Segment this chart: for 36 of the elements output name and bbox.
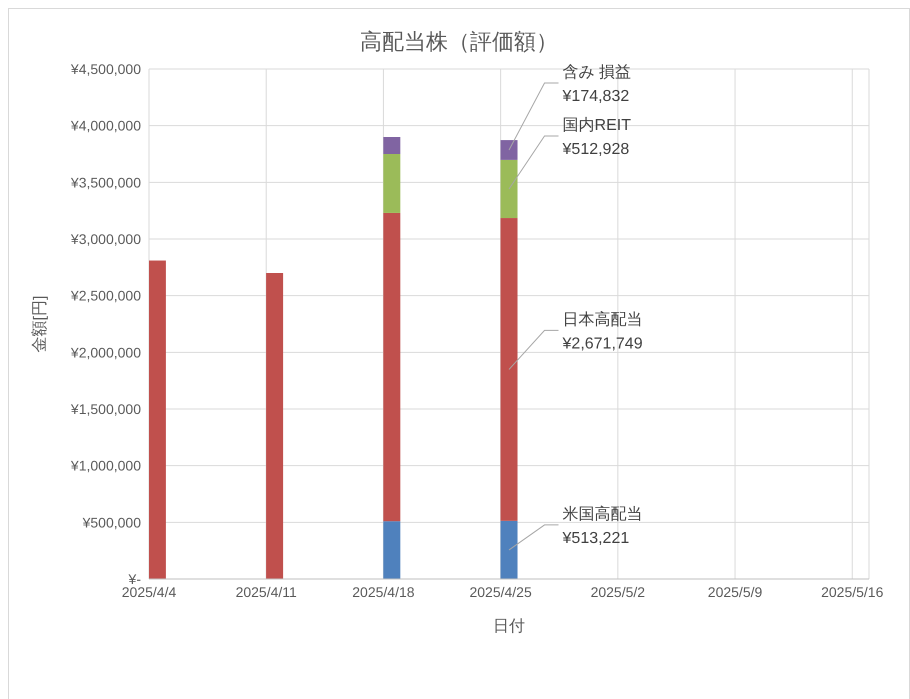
data-label: ¥512,928: [562, 140, 630, 158]
bar: [383, 137, 400, 154]
text: 国内REIT: [562, 116, 632, 134]
text: 含み 損益: [562, 63, 631, 81]
bar: [500, 218, 518, 521]
y-tick-label: ¥1,000,000: [70, 458, 142, 474]
y-tick-label: ¥3,000,000: [70, 230, 142, 247]
y-tick-label: ¥3,500,000: [70, 174, 142, 190]
data-label: ¥174,832: [562, 88, 630, 105]
bar: [500, 160, 518, 218]
data-label: ¥513,221: [562, 530, 630, 547]
x-tick-label: 2025/5/2: [590, 584, 646, 600]
bar: [266, 273, 284, 579]
y-tick-label: ¥2,500,000: [70, 288, 142, 304]
y-tick-label: ¥4,000,000: [70, 118, 142, 134]
bar: [149, 260, 166, 579]
x-tick-label: 2025/4/11: [236, 584, 298, 600]
x-tick-label: 2025/4/18: [352, 584, 415, 600]
bar: [383, 212, 400, 522]
bar: [500, 520, 518, 579]
y-tick-label: ¥500,000: [82, 514, 142, 530]
bar: [383, 154, 400, 213]
data-label: ¥2,671,749: [562, 335, 643, 352]
y-tick-label: ¥1,500,000: [70, 400, 142, 417]
text: 米国高配当: [562, 504, 643, 523]
x-tick-label: 2025/5/16: [821, 584, 884, 600]
x-tick-label: 2025/5/9: [708, 584, 763, 600]
chart-title: 高配当株（評価額）: [359, 28, 559, 56]
x-tick-label: 2025/4/25: [469, 584, 532, 600]
x-axis-title: 日付: [493, 618, 525, 635]
bar: [500, 140, 518, 160]
y-axis-title: 金額[円]: [30, 296, 49, 352]
y-tick-label: ¥2,000,000: [70, 344, 142, 360]
text: 日本高配当: [562, 310, 643, 328]
y-tick-label: ¥4,500,000: [70, 60, 142, 77]
bar: [383, 521, 400, 579]
